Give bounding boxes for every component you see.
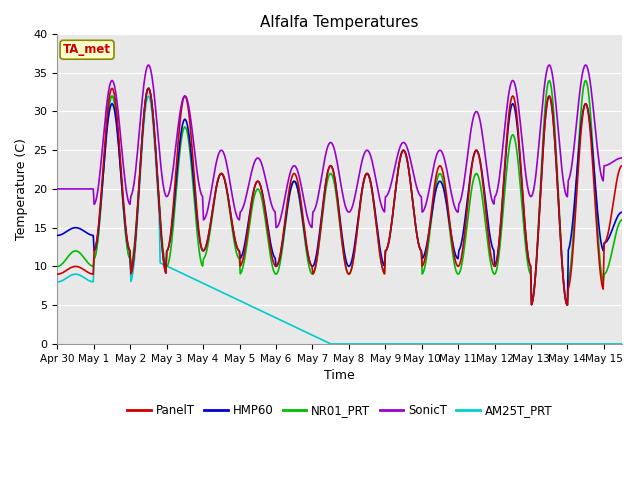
AM25T_PRT — [200, 281, 207, 287]
NR01_PRT — [154, 170, 161, 176]
SonicT — [199, 193, 207, 199]
SonicT — [54, 186, 61, 192]
PanelT — [108, 85, 116, 91]
X-axis label: Time: Time — [324, 369, 355, 382]
NR01_PRT — [546, 78, 554, 84]
HMP60 — [54, 232, 61, 238]
Text: TA_met: TA_met — [63, 43, 111, 56]
NR01_PRT — [479, 197, 486, 203]
HMP60 — [479, 181, 487, 187]
AM25T_PRT — [433, 341, 440, 347]
NR01_PRT — [387, 231, 394, 237]
PanelT — [431, 177, 439, 183]
AM25T_PRT — [154, 197, 162, 203]
HMP60 — [387, 225, 395, 230]
AM25T_PRT — [310, 333, 317, 339]
AM25T_PRT — [327, 341, 335, 347]
HMP60 — [310, 262, 317, 268]
PanelT — [54, 271, 61, 277]
SonicT — [546, 62, 554, 68]
AM25T_PRT — [388, 341, 396, 347]
PanelT — [154, 189, 162, 195]
SonicT — [431, 156, 439, 162]
SonicT — [618, 155, 626, 161]
PanelT — [310, 270, 317, 276]
Y-axis label: Temperature (C): Temperature (C) — [15, 138, 28, 240]
HMP60 — [618, 209, 626, 215]
NR01_PRT — [618, 217, 626, 223]
Legend: PanelT, HMP60, NR01_PRT, SonicT, AM25T_PRT: PanelT, HMP60, NR01_PRT, SonicT, AM25T_P… — [122, 399, 557, 422]
SonicT — [387, 181, 395, 187]
HMP60 — [154, 189, 162, 195]
Line: HMP60: HMP60 — [58, 88, 622, 305]
HMP60 — [145, 85, 153, 91]
SonicT — [272, 225, 280, 230]
PanelT — [200, 248, 207, 254]
SonicT — [310, 208, 317, 214]
AM25T_PRT — [54, 279, 61, 285]
SonicT — [479, 140, 487, 145]
NR01_PRT — [564, 302, 572, 308]
SonicT — [154, 125, 161, 131]
PanelT — [479, 186, 487, 192]
NR01_PRT — [309, 271, 317, 277]
AM25T_PRT — [481, 341, 488, 347]
NR01_PRT — [54, 264, 61, 269]
PanelT — [564, 302, 572, 308]
HMP60 — [564, 302, 572, 308]
NR01_PRT — [199, 263, 207, 269]
HMP60 — [200, 248, 207, 254]
Line: AM25T_PRT: AM25T_PRT — [58, 96, 622, 344]
HMP60 — [431, 190, 439, 195]
Line: NR01_PRT: NR01_PRT — [58, 81, 622, 305]
AM25T_PRT — [618, 341, 626, 347]
Title: Alfalfa Temperatures: Alfalfa Temperatures — [260, 15, 419, 30]
AM25T_PRT — [108, 93, 116, 99]
Line: PanelT: PanelT — [58, 88, 622, 305]
NR01_PRT — [431, 191, 438, 197]
Line: SonicT: SonicT — [58, 65, 622, 228]
PanelT — [387, 225, 395, 230]
PanelT — [618, 163, 626, 168]
